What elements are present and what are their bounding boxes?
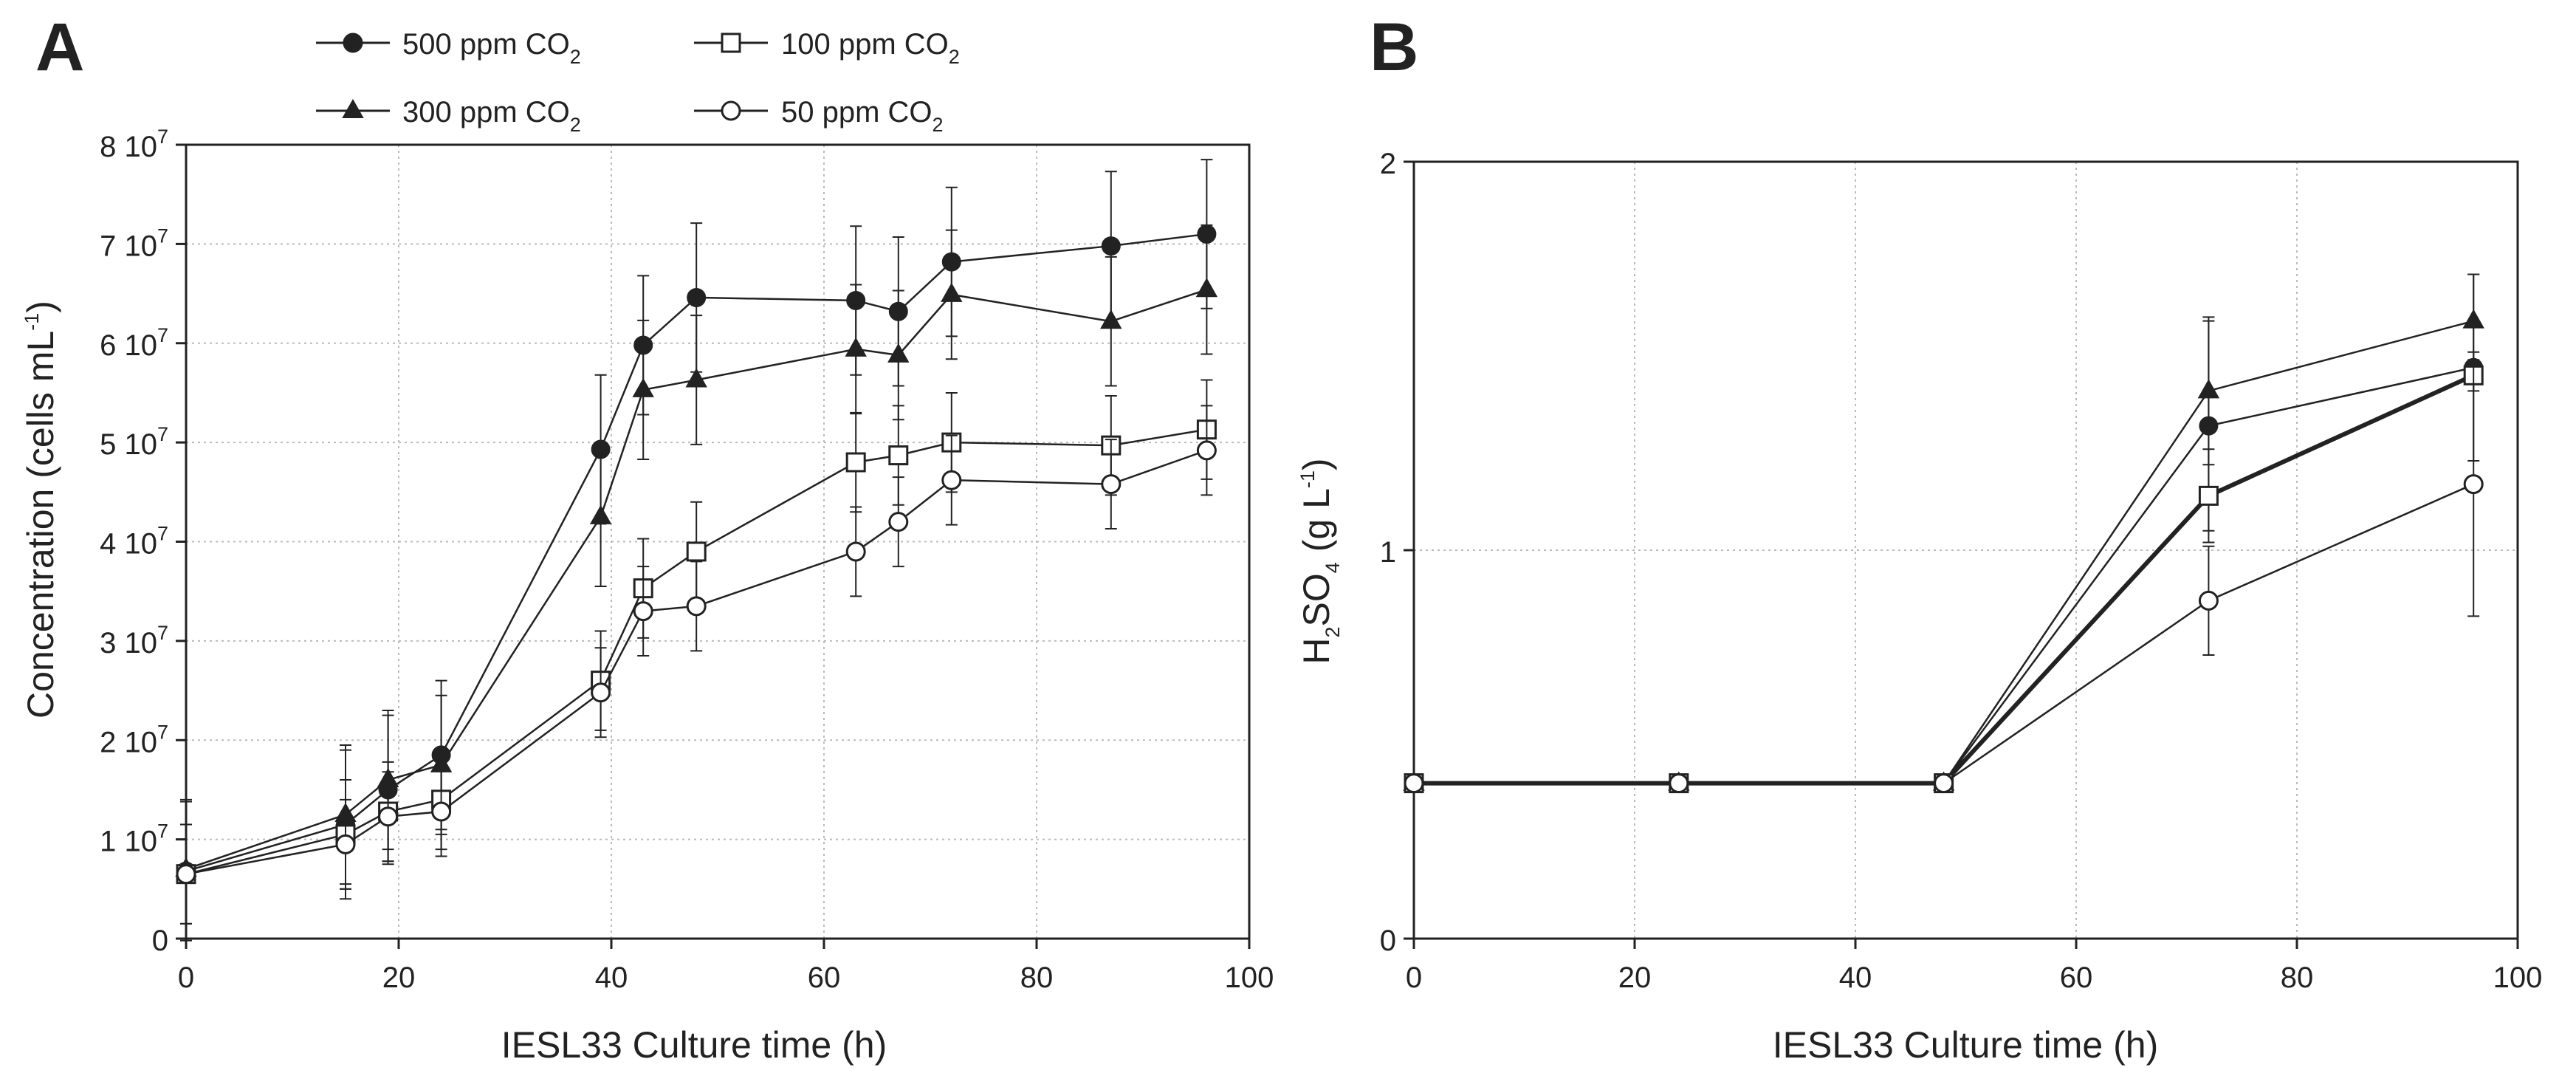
panel-a-y-tick-label-70000000: 7 107 xyxy=(100,224,168,262)
legend-label-100ppm: 100 ppm CO xyxy=(781,28,949,61)
panel-a-series-open-square-point xyxy=(845,452,866,473)
panel-a-series-open-circle-point xyxy=(888,512,909,532)
panel-b-x-tick-label-0: 0 xyxy=(1406,962,1422,994)
panel-b-grid xyxy=(1414,162,2518,939)
panel-a-series-open-circle-point xyxy=(591,682,611,703)
legend-label-300ppm: 300 ppm CO xyxy=(402,96,570,128)
panel-a-series-filled-triangle-point xyxy=(632,377,654,397)
legend: 500 ppm CO2 100 ppm CO2 300 ppm CO2 50 p… xyxy=(316,28,960,136)
legend-entry-500ppm: 500 ppm CO2 xyxy=(316,28,581,68)
svg-text:300 ppm CO2: 300 ppm CO2 xyxy=(402,96,581,136)
open-circle-marker-icon xyxy=(721,100,741,121)
panel-a-series-open-circle-point xyxy=(1196,440,1217,461)
panel-a-y-tick-label-30000000: 3 107 xyxy=(100,622,168,659)
panel-b-series-open-circle-point xyxy=(2198,590,2219,611)
panel-a-series-open-circle-point xyxy=(176,864,196,885)
panel-b-y-tick-label-1: 1 xyxy=(1380,536,1396,569)
panel-a-series-open-square-point xyxy=(888,445,909,466)
legend-sub-500ppm: 2 xyxy=(570,46,581,68)
legend-sub-100ppm: 2 xyxy=(949,46,960,68)
legend-label-500ppm: 500 ppm CO xyxy=(402,28,570,61)
legend-sub-300ppm: 2 xyxy=(570,114,581,136)
panel-a-x-tick-label-80: 80 xyxy=(1020,962,1054,994)
panel-b-series-open-circle-point xyxy=(1404,773,1424,794)
panel-a-y-axis-title: Concentration (cells mL-1) xyxy=(20,301,61,719)
panel-a-y-tick-label-0: 0 xyxy=(152,925,168,957)
panel-a-series-open-circle-point xyxy=(431,801,452,822)
panel-b-series-open-square-point xyxy=(2198,485,2219,506)
panel-b-x-tick-label-100: 100 xyxy=(2493,962,2543,994)
panel-a-series-open-circle-point xyxy=(686,596,707,617)
panel-a-series-filled-triangle-point xyxy=(941,282,963,302)
filled-circle-marker-icon xyxy=(343,32,363,53)
panel-b-x-tick-label-20: 20 xyxy=(1618,962,1652,994)
legend-entry-50ppm: 50 ppm CO2 xyxy=(694,96,944,136)
panel-a-y-tick-label-50000000: 5 107 xyxy=(100,423,168,461)
panel-a-series-filled-triangle-point xyxy=(1100,309,1122,329)
panel-a-tick-labels: 0 20 40 60 80 100 0 1 107 2 107 3 107 4 107 5 107 6 … xyxy=(100,126,1274,994)
panel-a-series-open-circle-point xyxy=(1101,474,1122,495)
panel-b-y-tick-label-2: 2 xyxy=(1380,148,1396,180)
panel-a-series-filled-circle-point xyxy=(687,287,707,307)
panel-b-y-axis-title: H2SO4 (g L-1) xyxy=(1296,458,1344,664)
panel-a-series-open-square-point xyxy=(686,541,707,562)
panel-label-b: B xyxy=(1370,10,1418,85)
panel-a-series-open-circle-point xyxy=(845,541,866,562)
panel-b-series-open-circle-point xyxy=(2463,474,2484,495)
svg-text:50 ppm CO2: 50 ppm CO2 xyxy=(781,96,944,136)
panel-a-series-filled-triangle-point xyxy=(685,368,707,388)
panel-a-series xyxy=(175,159,1218,942)
panel-b-series-open-circle-point xyxy=(1934,773,1954,794)
panel-a-series-filled-triangle-point xyxy=(845,337,867,357)
panel-b-x-tick-label-60: 60 xyxy=(2060,962,2093,994)
legend-sub-50ppm: 2 xyxy=(932,114,944,136)
panel-a-series-open-circle-point xyxy=(633,601,653,622)
panel-b-series-open-circle-point xyxy=(1669,773,1689,794)
panel-a-y-tick-label-40000000: 4 107 xyxy=(100,523,168,561)
panel-label-a: A xyxy=(35,10,84,85)
panel-a-x-tick-label-60: 60 xyxy=(808,962,841,994)
panel-a-series-open-circle-point xyxy=(335,834,356,854)
panel-b-series xyxy=(1403,273,2484,794)
panel-a: 0 20 40 60 80 100 0 1 107 2 107 3 107 4 107 5 107 6 … xyxy=(20,126,1274,1066)
panel-a-y-tick-label-10000000: 1 107 xyxy=(100,820,168,858)
panel-a-y-tick-label-20000000: 2 107 xyxy=(100,721,168,758)
panel-b-series-filled-triangle-point xyxy=(2197,379,2220,399)
panel-b-series-open-circle xyxy=(1404,351,2484,794)
panel-b-axes xyxy=(1404,160,2519,949)
panel-a-series-filled-circle-point xyxy=(1101,236,1121,256)
legend-entry-100ppm: 100 ppm CO2 xyxy=(694,28,960,68)
open-square-marker-icon xyxy=(721,32,741,53)
panel-b-x-tick-label-80: 80 xyxy=(2281,962,2314,994)
panel-b-x-axis-title: IESL33 Culture time (h) xyxy=(1773,1024,2158,1066)
panel-a-series-open-circle xyxy=(176,405,1217,925)
panel-a-series-filled-triangle-point xyxy=(589,504,612,524)
panel-a-series-filled-triangle-point xyxy=(1195,278,1218,298)
panel-a-x-tick-label-40: 40 xyxy=(595,962,628,994)
panel-b-x-tick-label-40: 40 xyxy=(1839,962,1872,994)
panel-a-grid xyxy=(186,145,1249,939)
panel-a-y-tick-label-80000000: 8 107 xyxy=(100,126,168,163)
legend-entry-300ppm: 300 ppm CO2 xyxy=(316,96,581,136)
panel-a-series-open-circle-point xyxy=(941,470,962,490)
legend-label-50ppm: 50 ppm CO xyxy=(781,96,932,128)
svg-text:500 ppm CO2: 500 ppm CO2 xyxy=(402,28,581,68)
panel-a-series-filled-triangle-point xyxy=(887,343,910,363)
panel-a-x-tick-label-100: 100 xyxy=(1225,962,1274,994)
svg-text:100 ppm CO2: 100 ppm CO2 xyxy=(781,28,960,68)
panel-a-series-open-circle-point xyxy=(378,806,399,827)
panel-a-y-tick-label-60000000: 6 107 xyxy=(100,324,168,362)
panel-b-y-tick-label-0: 0 xyxy=(1380,925,1396,957)
panel-b-tick-labels: 0 20 40 60 80 100 0 1 2 xyxy=(1380,148,2543,994)
panel-a-x-tick-label-0: 0 xyxy=(178,962,194,994)
panel-b-series-filled-triangle-point xyxy=(2462,309,2484,329)
panel-a-x-tick-label-20: 20 xyxy=(382,962,416,994)
filled-triangle-marker-icon xyxy=(342,98,364,118)
panel-a-x-axis-title: IESL33 Culture time (h) xyxy=(501,1024,887,1066)
